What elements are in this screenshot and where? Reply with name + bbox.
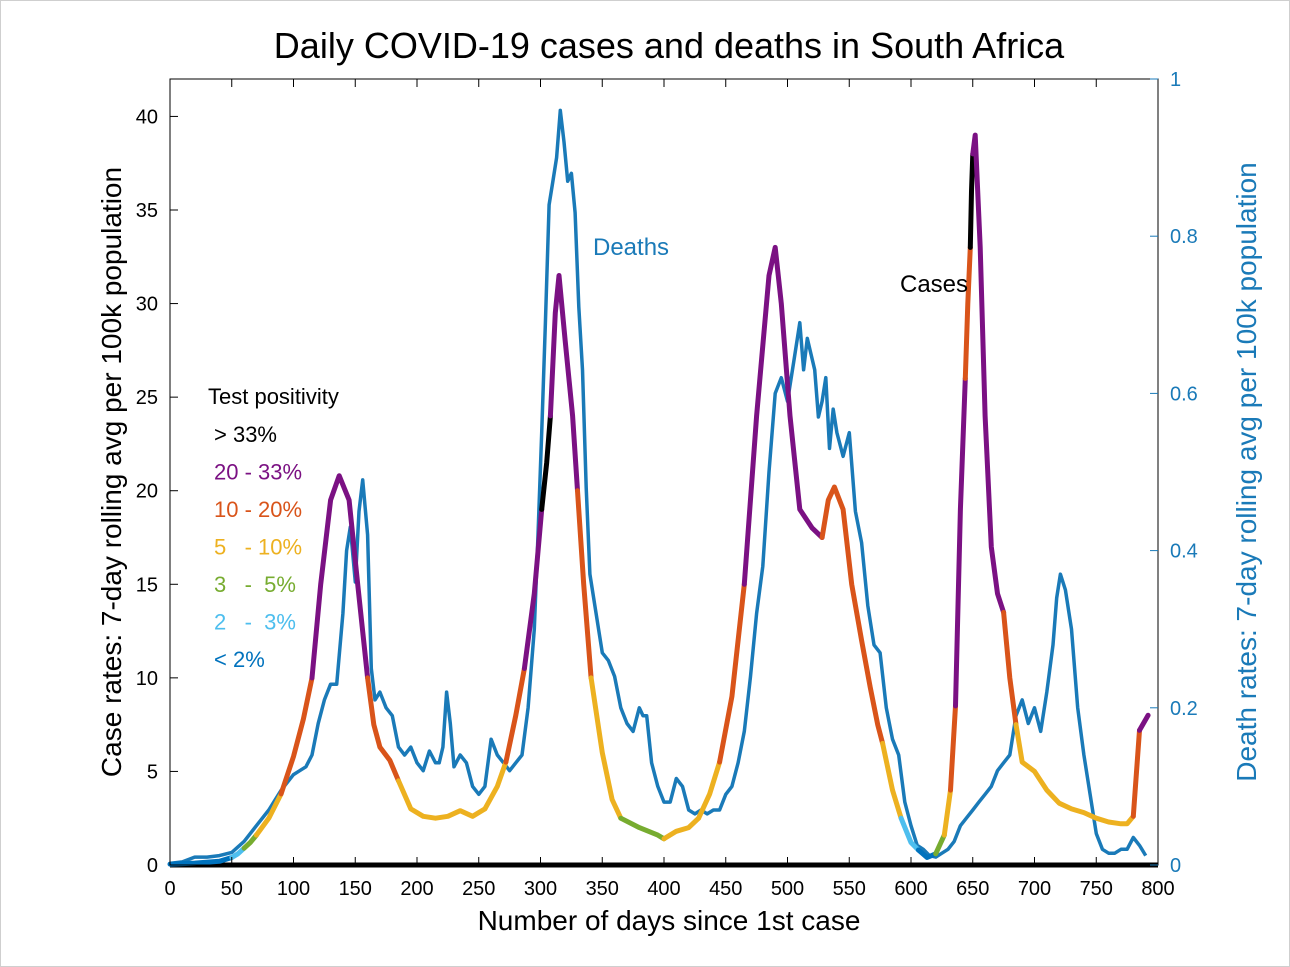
cases-line-segment (1133, 730, 1139, 816)
y-left-tick-label: 0 (147, 855, 158, 877)
y-right-tick-label: 0 (1170, 855, 1181, 877)
annotation-label: Cases (900, 271, 968, 298)
y-left-tick-label: 10 (136, 668, 158, 690)
x-tick-label: 350 (586, 878, 619, 900)
x-tick-label: 800 (1141, 878, 1174, 900)
cases-line-segment (822, 487, 883, 743)
cases-line-segment (591, 678, 621, 818)
legend-item-label: > 33% (214, 422, 277, 447)
x-tick-label: 650 (956, 878, 989, 900)
cases-line-segment (944, 790, 950, 835)
chart-title: Daily COVID-19 cases and deaths in South… (274, 25, 1065, 66)
cases-line-segment (744, 247, 822, 584)
y-left-tick-label: 5 (147, 761, 158, 783)
cases-line-segment (965, 247, 970, 378)
cases-line-segment (664, 818, 699, 839)
annotation-label: Deaths (593, 234, 669, 261)
cases-line-segment (281, 678, 312, 794)
cases-line-segment (956, 378, 966, 706)
cases-line-segment (951, 706, 956, 790)
x-tick-label: 550 (833, 878, 866, 900)
x-tick-label: 450 (709, 878, 742, 900)
legend-item-label: < 2% (214, 647, 265, 672)
legend: Test positivity > 33% 20 - 33% 10 - 20% 5 -… (208, 384, 339, 672)
x-tick-label: 600 (894, 878, 927, 900)
legend-item-label: 20 - 33% (214, 460, 302, 485)
x-tick-label: 100 (277, 878, 310, 900)
y-left-tick-label: 25 (136, 387, 158, 409)
legend-item-label: 10 - 20% (214, 497, 302, 522)
x-tick-label: 400 (647, 878, 680, 900)
cases-line-segment (550, 276, 577, 491)
legend-item-label: 2 - 3% (214, 610, 296, 635)
deaths-line (170, 110, 1146, 863)
y-right-tick-label: 0.4 (1170, 541, 1198, 563)
legend-item-label: 5 - 10% (214, 535, 302, 560)
y-right-tick-label: 0.6 (1170, 383, 1198, 405)
x-tick-label: 50 (221, 878, 243, 900)
x-tick-label: 250 (462, 878, 495, 900)
y-left-tick-label: 20 (136, 481, 158, 503)
x-tick-label: 200 (400, 878, 433, 900)
y-axis-label-right: Death rates: 7-day rolling avg per 100k … (1231, 162, 1262, 782)
legend-title: Test positivity (208, 384, 339, 409)
y-axis-label-left: Case rates: 7-day rolling avg per 100k p… (96, 167, 127, 777)
legend-item-label: 3 - 5% (214, 572, 296, 597)
cases-line-segment (256, 794, 281, 835)
series-layer (170, 110, 1158, 865)
cases-line-segment (1016, 725, 1133, 824)
x-tick-label: 0 (164, 878, 175, 900)
y-right-tick-label: 0.2 (1170, 698, 1198, 720)
legend-items: > 33% 20 - 33% 10 - 20% 5 - 10% 3 - 5% 2 - 3%… (214, 422, 302, 672)
y-right-tick-label: 1 (1170, 69, 1181, 91)
y-left-tick-label: 35 (136, 200, 158, 222)
cases-line-segment (970, 154, 973, 248)
x-tick-label: 750 (1080, 878, 1113, 900)
y-left-tick-label: 15 (136, 574, 158, 596)
x-tick-label: 500 (771, 878, 804, 900)
y-left-tick-label: 30 (136, 294, 158, 316)
x-tick-label: 150 (339, 878, 372, 900)
cases-line-segment (720, 584, 745, 762)
cases-line-segment (1140, 715, 1149, 730)
x-tick-label: 300 (524, 878, 557, 900)
y-right-tick-label: 0.8 (1170, 226, 1198, 248)
cases-line-segment (973, 135, 1004, 612)
cases-line-segment (621, 818, 664, 839)
y-left-tick-label: 40 (136, 106, 158, 128)
cases-line-segment (1004, 612, 1016, 724)
x-axis-label: Number of days since 1st case (478, 905, 861, 936)
x-tick-label: 700 (1018, 878, 1051, 900)
